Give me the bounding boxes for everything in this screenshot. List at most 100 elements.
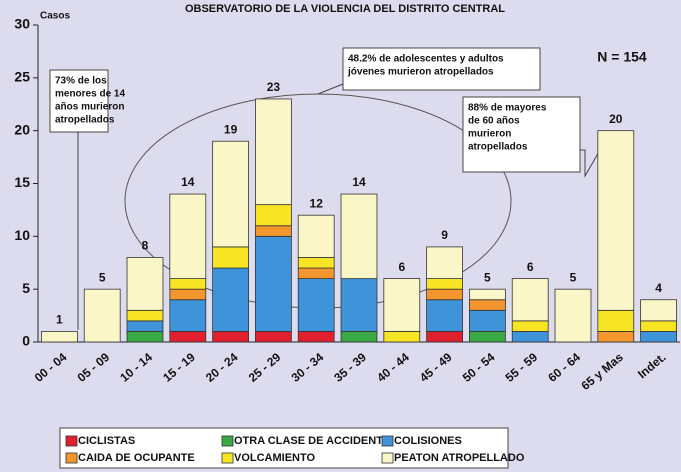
- total-label: 14: [352, 175, 366, 189]
- total-label: 20: [609, 112, 623, 126]
- bar-segment: [255, 331, 292, 343]
- x-tick-label: 25 - 29: [246, 350, 284, 385]
- bar-segment: [126, 309, 164, 322]
- annotation-text: de 60 años: [468, 116, 520, 127]
- legend-label: OTRA CLASE DE ACCIDENTE: [234, 435, 390, 447]
- x-tick-label: 15 - 19: [160, 350, 198, 385]
- x-tick-label: 60 - 64: [545, 350, 583, 385]
- bar-segment: [340, 193, 378, 279]
- bar-segment: [126, 320, 164, 332]
- total-label: 5: [570, 270, 577, 284]
- bar-segment: [511, 320, 549, 332]
- x-tick-label: 35 - 39: [331, 350, 369, 385]
- annotation-text: 73% de los: [55, 76, 107, 87]
- connector: [580, 149, 601, 178]
- bar-segment: [340, 278, 378, 332]
- connector: [317, 83, 344, 95]
- bar-segment: [469, 299, 506, 311]
- total-label: 5: [99, 270, 106, 284]
- x-tick-label: 30 - 34: [289, 350, 327, 385]
- bar-segment: [169, 288, 207, 301]
- x-tick-label: 20 - 24: [203, 350, 241, 385]
- annotation-text: atropellados: [468, 142, 528, 153]
- bar-segment: [640, 331, 677, 343]
- total-label: 14: [181, 175, 195, 189]
- x-tick-label: 00 - 04: [32, 350, 70, 385]
- legend-swatch: [65, 452, 78, 464]
- bar-segment: [212, 331, 249, 343]
- total-label: 9: [441, 228, 448, 242]
- bar-segment: [297, 257, 335, 269]
- note: N = 154: [597, 49, 647, 65]
- legend-label: COLISIONES: [394, 435, 462, 447]
- bar-segment: [383, 278, 421, 332]
- bar-segment: [169, 299, 207, 332]
- bar-segment: [126, 257, 164, 311]
- legend-swatch: [221, 435, 234, 447]
- y-tick-label: 5: [22, 280, 30, 296]
- bar-segment: [597, 130, 635, 311]
- bar-segment: [597, 309, 635, 332]
- legend-swatch: [221, 452, 234, 464]
- chart-title: OBSERVATORIO DE LA VIOLENCIA DEL DISTRIT…: [185, 3, 505, 15]
- legend-label: CAIDA DE OCUPANTE: [78, 452, 195, 464]
- bar-segment: [597, 331, 635, 343]
- legend-label: VOLCAMIENTO: [234, 452, 316, 464]
- bar-segment: [297, 331, 335, 343]
- y-tick-label: 30: [14, 16, 30, 32]
- annotation-box: [342, 47, 541, 91]
- annotation-text: 48.2% de adolescentes y adultos: [348, 54, 504, 65]
- total-label: 23: [267, 80, 281, 94]
- bar-segment: [41, 331, 78, 343]
- annotation-text: 88% de mayores: [468, 103, 547, 114]
- y-axis-label: Casos: [40, 11, 70, 22]
- x-tick-label: 50 - 54: [460, 350, 498, 385]
- legend-swatch: [381, 435, 394, 447]
- legend-box: [59, 427, 509, 469]
- legend-swatch: [65, 435, 78, 447]
- y-tick-label: 0: [22, 333, 30, 349]
- bar-segment: [511, 331, 549, 343]
- x-tick-label: 55 - 59: [503, 350, 541, 385]
- bar-segment: [255, 98, 292, 206]
- bar-segment: [426, 246, 463, 279]
- y-tick-label: 25: [14, 69, 30, 85]
- bar-segment: [426, 331, 463, 343]
- bar-segment: [554, 288, 592, 343]
- y-tick-label: 20: [14, 121, 30, 137]
- bar-segment: [255, 204, 292, 227]
- x-tick-label: 10 - 14: [117, 350, 155, 385]
- bar-segment: [640, 299, 677, 322]
- y-tick-label: 15: [14, 174, 30, 190]
- bar-segment: [169, 331, 207, 343]
- annotation-box: [462, 96, 581, 173]
- annotation-text: menores de 14: [55, 89, 125, 100]
- total-label: 8: [142, 239, 149, 253]
- annotation-text: atropellados: [55, 115, 115, 126]
- bar-segment: [212, 267, 249, 332]
- total-label: 5: [484, 270, 491, 284]
- x-tick-label: 05 - 09: [75, 350, 113, 385]
- annotation-text: años murieron: [55, 102, 124, 113]
- bar-segment: [169, 193, 207, 279]
- bar-segment: [469, 309, 506, 332]
- bar-segment: [383, 331, 421, 343]
- bar-segment: [426, 278, 463, 290]
- x-tick-label: 40 - 44: [374, 350, 412, 385]
- bar-segment: [169, 278, 207, 290]
- x-tick-label: Indet.: [635, 350, 669, 381]
- total-label: 19: [224, 122, 238, 136]
- legend-swatch: [381, 452, 394, 464]
- legend-label: CICLISTAS: [78, 435, 135, 447]
- bar-segment: [297, 214, 335, 258]
- bar-segment: [426, 299, 463, 332]
- bar-segment: [212, 246, 249, 269]
- bar-segment: [126, 331, 164, 343]
- annotation-text: jóvenes murieron atropellados: [347, 67, 494, 78]
- bar-segment: [297, 267, 335, 279]
- total-label: 12: [310, 196, 324, 210]
- annotation-box: [49, 69, 109, 133]
- bar-segment: [426, 288, 463, 301]
- bar-segment: [469, 331, 506, 343]
